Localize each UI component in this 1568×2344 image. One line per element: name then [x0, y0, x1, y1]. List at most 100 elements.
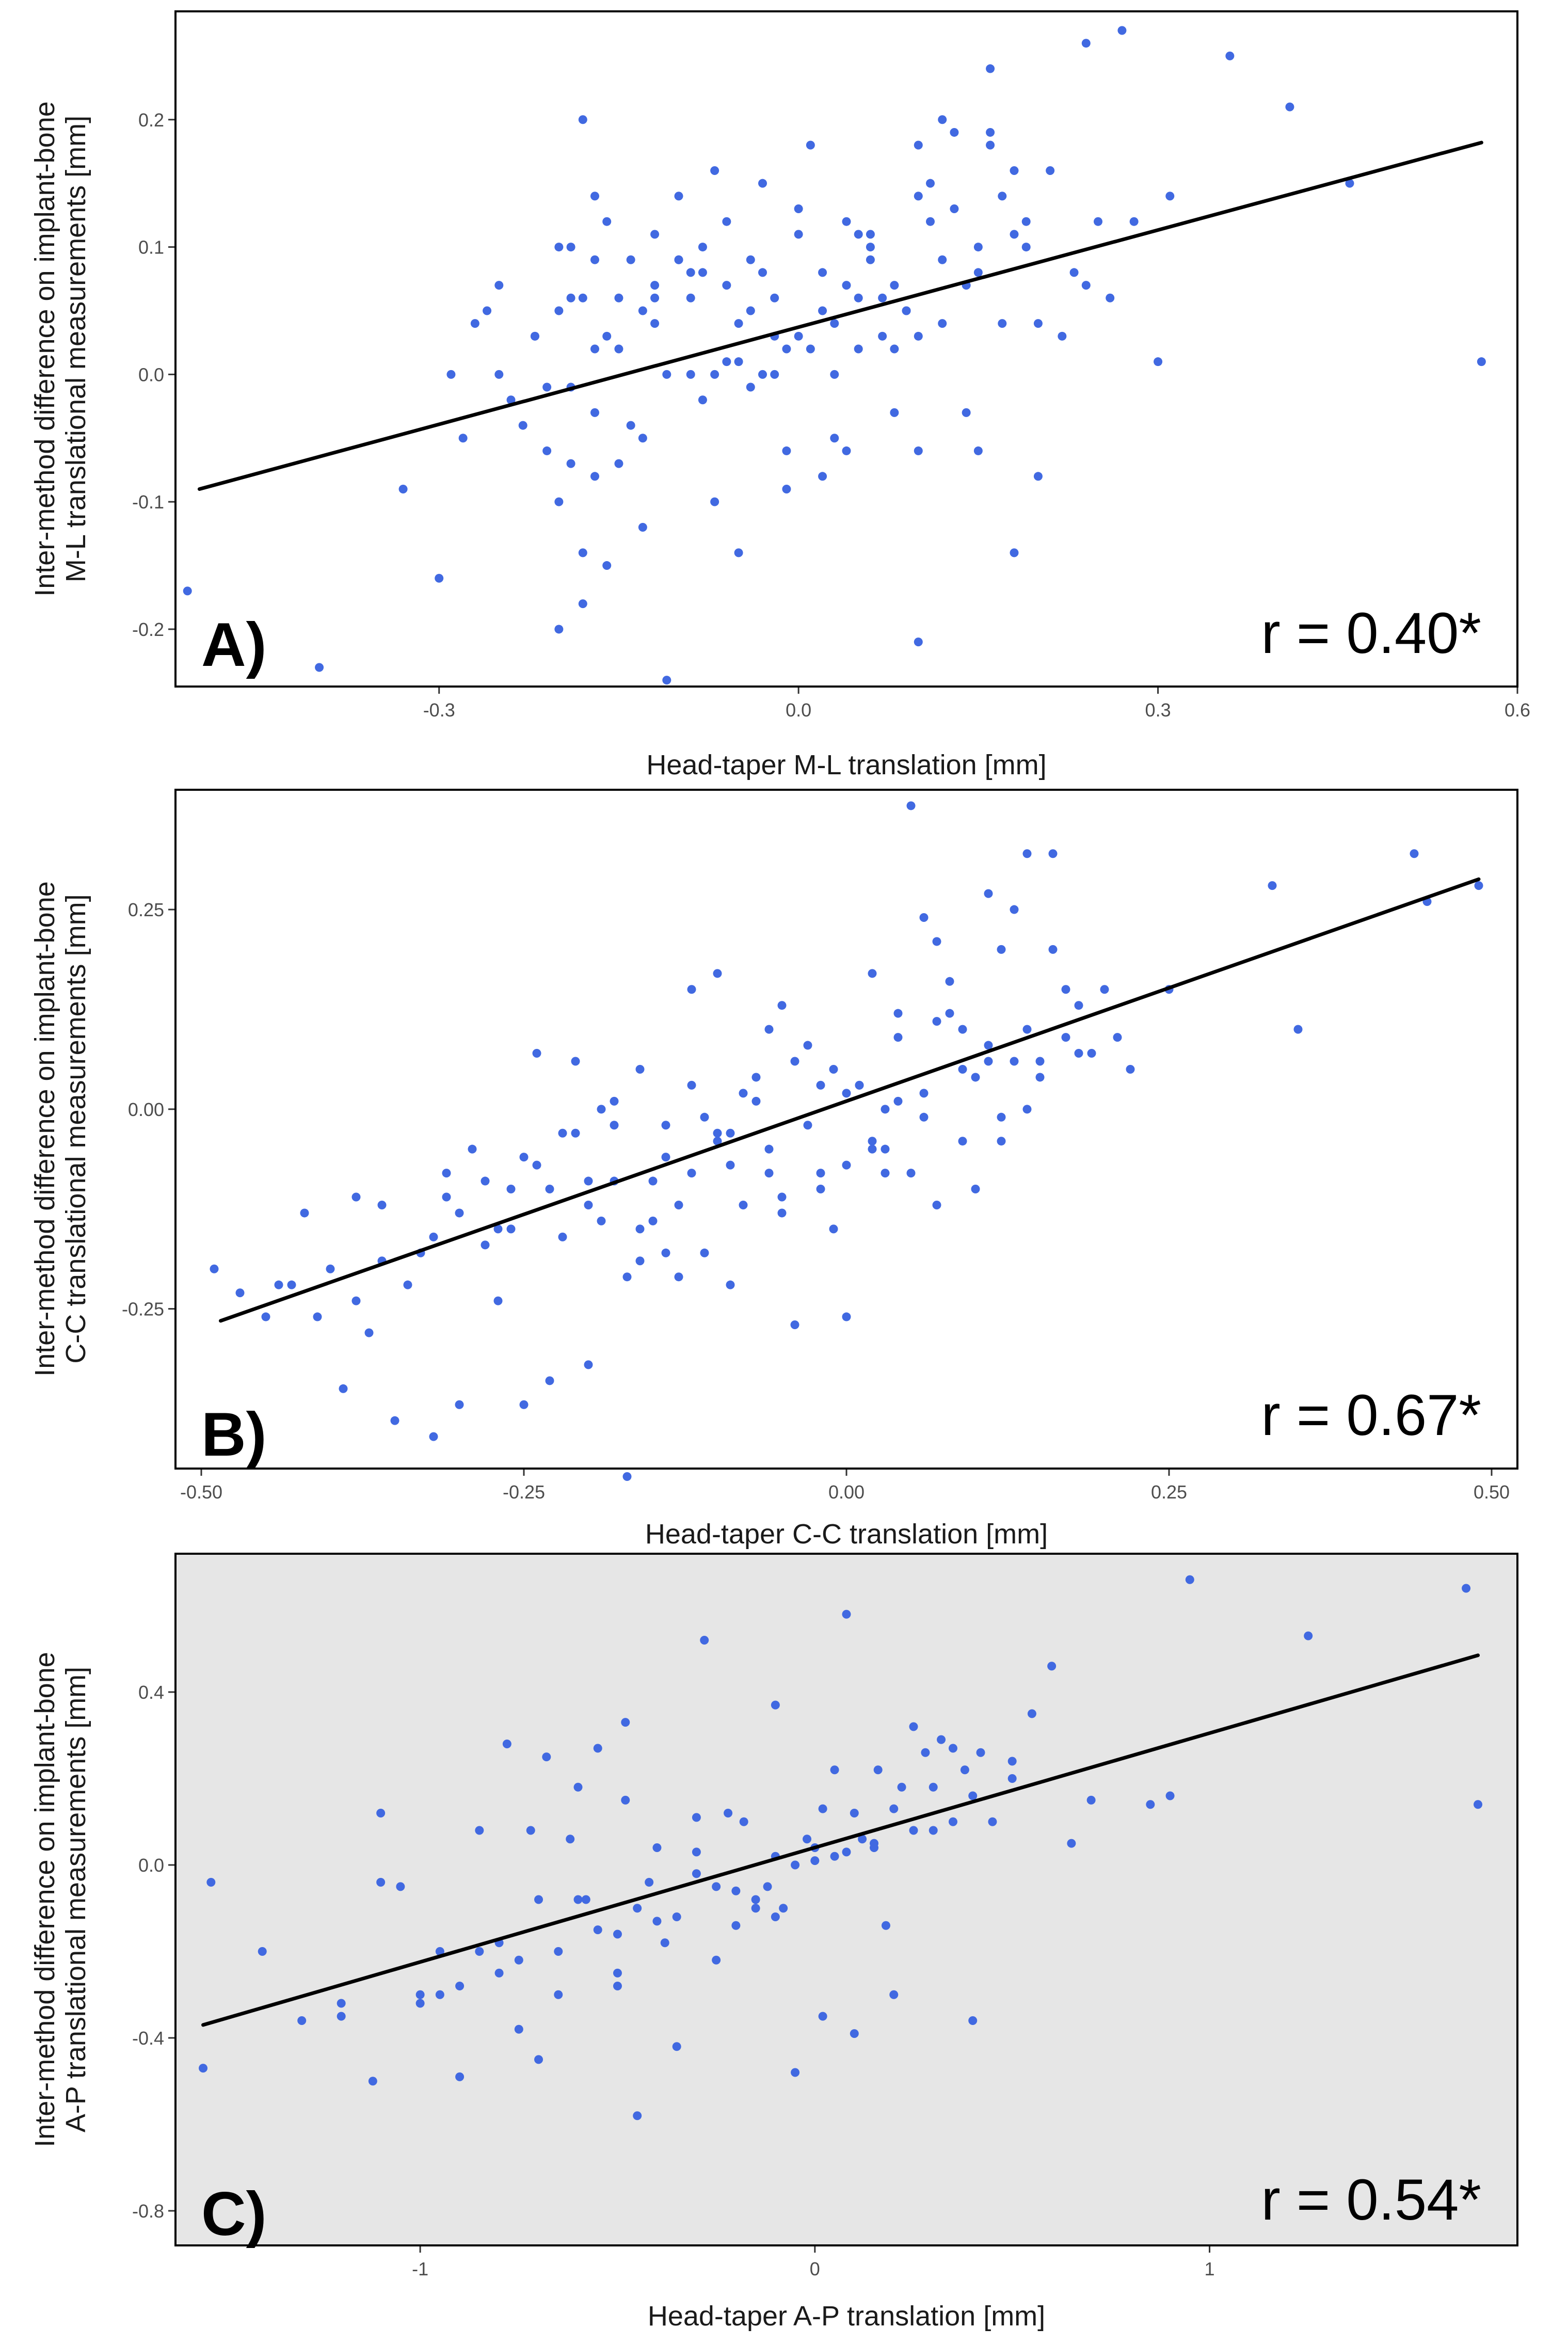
data-point	[968, 1791, 978, 1800]
data-point	[376, 1809, 386, 1817]
data-point	[932, 937, 941, 946]
data-point	[578, 548, 587, 557]
data-point	[1185, 1575, 1194, 1584]
data-point	[622, 1272, 632, 1282]
data-point	[739, 1817, 748, 1826]
data-point	[806, 140, 815, 150]
data-point	[1069, 268, 1079, 277]
data-point	[534, 2055, 543, 2064]
data-point	[893, 1096, 903, 1106]
data-point	[791, 1860, 800, 1870]
data-point	[475, 1947, 484, 1956]
data-point	[710, 497, 719, 506]
data-point	[1474, 1800, 1483, 1809]
data-point	[674, 1200, 683, 1209]
data-point	[938, 255, 947, 264]
data-point	[700, 1248, 709, 1257]
data-point	[494, 1968, 504, 1978]
plot-background	[175, 1554, 1517, 2245]
y-axis-label-line-2: A-P translational measurements [mm]	[60, 1667, 91, 2132]
data-point	[722, 357, 731, 366]
data-point	[376, 1878, 386, 1887]
data-point	[842, 1609, 851, 1619]
data-point	[890, 344, 899, 354]
data-point	[829, 1224, 838, 1234]
data-point	[532, 1160, 541, 1170]
data-point	[633, 1904, 642, 1913]
data-point	[746, 382, 755, 392]
data-point	[590, 408, 599, 417]
data-point	[652, 1843, 662, 1852]
data-point	[613, 1968, 622, 1978]
data-point	[493, 1296, 503, 1305]
data-point	[919, 1089, 929, 1098]
data-point	[672, 1912, 681, 1921]
data-point	[554, 306, 564, 315]
data-point	[868, 969, 877, 978]
data-point	[782, 484, 791, 493]
data-point	[545, 1185, 554, 1194]
y-tick-label: 0.0	[138, 364, 164, 385]
data-point	[881, 1144, 890, 1154]
data-point	[870, 1839, 879, 1848]
data-point	[545, 1376, 554, 1385]
data-point	[351, 1296, 361, 1305]
data-point	[1117, 26, 1127, 35]
data-point	[638, 523, 647, 532]
data-point	[1129, 217, 1139, 226]
data-point	[351, 1192, 361, 1202]
data-point	[674, 1272, 683, 1282]
data-point	[621, 1718, 630, 1727]
data-point	[662, 676, 671, 685]
data-point	[506, 1185, 516, 1194]
data-point	[542, 1752, 551, 1762]
data-point	[626, 255, 635, 264]
data-point	[1074, 1049, 1083, 1058]
data-point	[429, 1232, 438, 1241]
data-point	[830, 434, 839, 443]
data-point	[830, 1852, 839, 1861]
data-point	[855, 1080, 864, 1090]
data-point	[1007, 1774, 1017, 1783]
data-point	[1087, 1049, 1096, 1058]
data-point	[377, 1200, 387, 1209]
data-point	[881, 1105, 890, 1114]
data-point	[873, 1765, 883, 1775]
data-point	[542, 446, 552, 455]
data-point	[481, 1176, 490, 1186]
data-point	[794, 331, 803, 341]
data-point	[1477, 357, 1486, 366]
data-point	[881, 1921, 890, 1930]
data-point	[764, 1169, 774, 1178]
data-point	[1007, 1757, 1017, 1766]
data-point	[889, 1990, 899, 1999]
data-point	[854, 344, 863, 354]
data-point	[751, 1096, 761, 1106]
data-point	[830, 1765, 839, 1775]
data-point	[481, 1240, 490, 1250]
x-tick-label: 0.00	[828, 1481, 865, 1503]
data-point	[1106, 293, 1115, 302]
data-point	[435, 573, 444, 583]
data-point	[566, 1835, 575, 1844]
data-point	[818, 1804, 827, 1813]
data-point	[613, 1982, 622, 1990]
data-point	[1061, 1033, 1070, 1042]
data-point	[971, 1185, 980, 1194]
data-point	[1048, 945, 1058, 954]
data-point	[635, 1224, 645, 1234]
data-point	[672, 2042, 681, 2051]
data-point	[506, 1224, 516, 1234]
data-point	[948, 1744, 957, 1753]
data-point	[692, 1869, 701, 1878]
data-point	[398, 484, 408, 493]
data-point	[530, 331, 539, 341]
data-point	[902, 306, 911, 315]
data-point	[968, 2016, 978, 2025]
data-point	[1010, 230, 1019, 239]
data-point	[881, 1169, 890, 1178]
data-point	[777, 1192, 787, 1202]
x-tick-label: -1	[412, 2258, 428, 2279]
plot-border	[174, 789, 1518, 1470]
data-point	[937, 1735, 946, 1744]
